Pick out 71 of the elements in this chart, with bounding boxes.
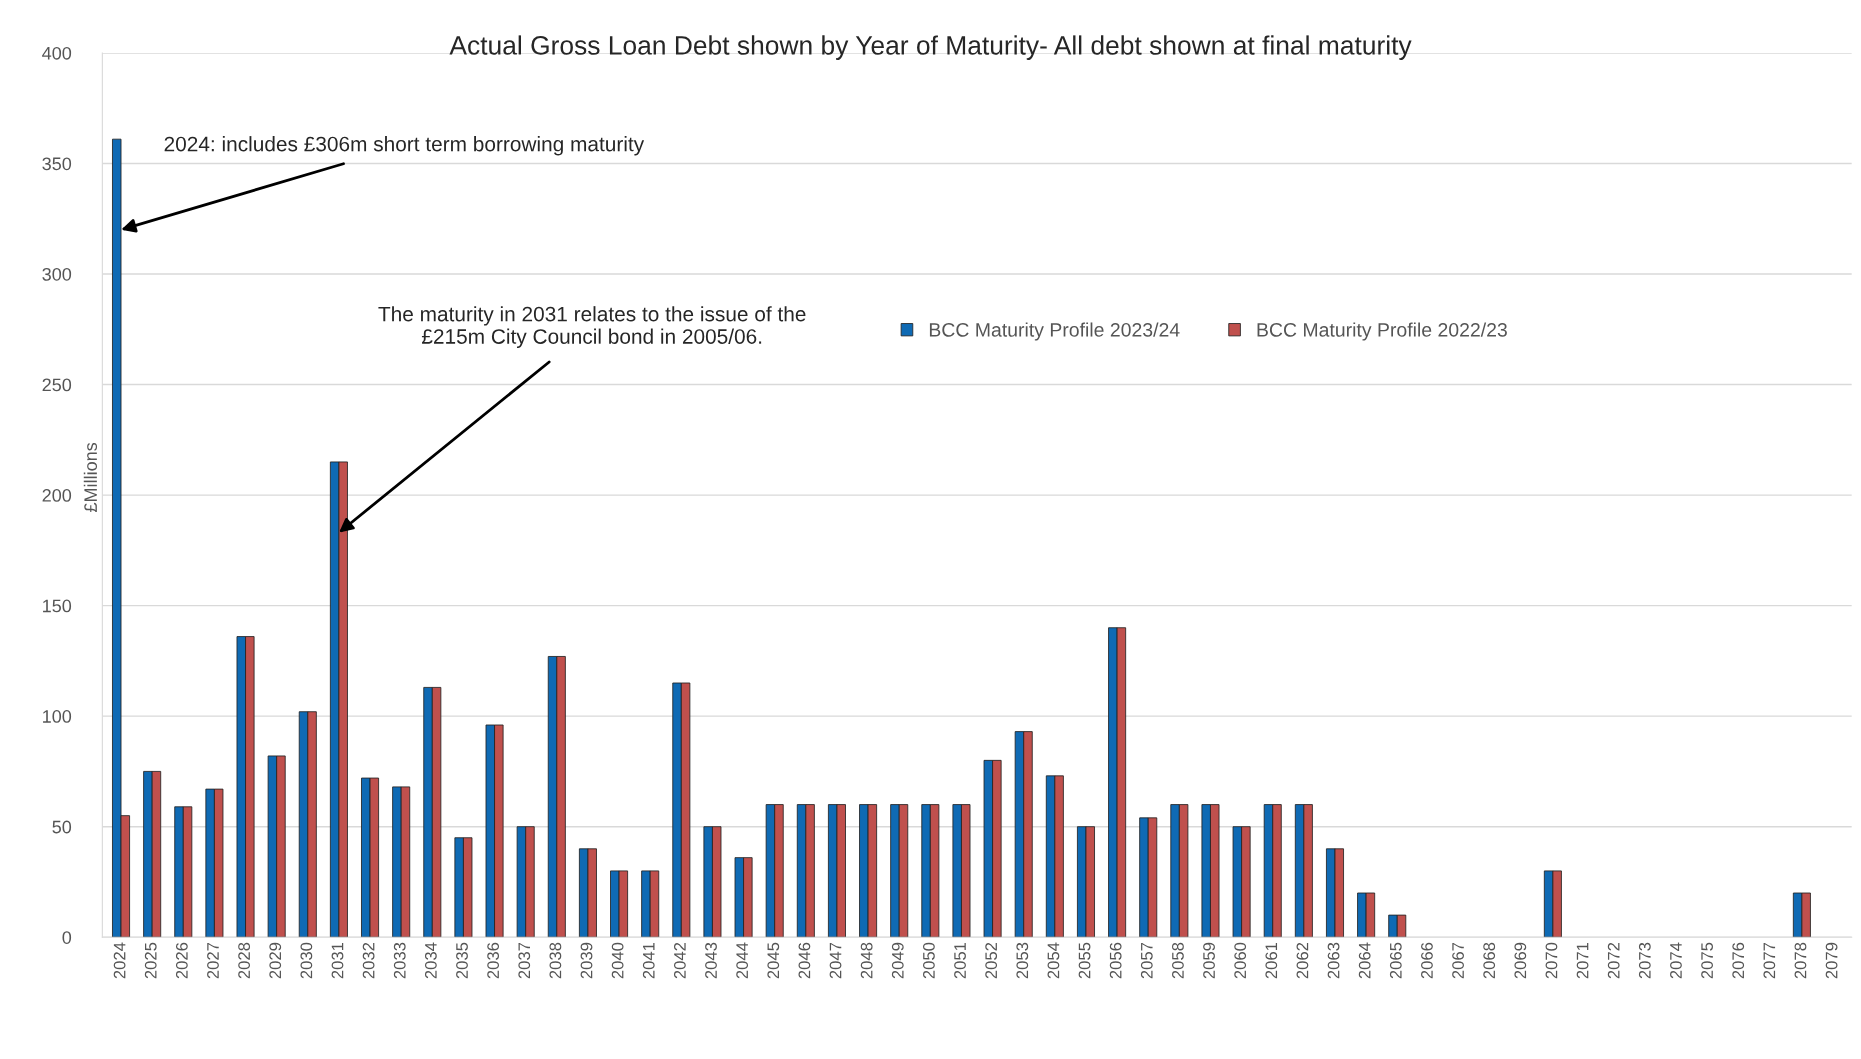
x-tick-label: 2045 <box>767 942 780 979</box>
x-tick-label: 2042 <box>673 942 686 979</box>
x-tick-label: 2065 <box>1389 942 1402 979</box>
x-tick-label: 2062 <box>1296 942 1309 979</box>
x-tick-label: 2051 <box>954 942 966 979</box>
x-tick-label: 2078 <box>1794 942 1807 979</box>
legend-label: BCC Maturity Profile 2023/24 <box>929 322 1180 341</box>
x-tick-label: 2035 <box>456 942 468 979</box>
y-tick-label: 0 <box>62 931 72 944</box>
x-tick-label: 2076 <box>1732 942 1745 979</box>
x-tick-label: 2027 <box>207 942 219 979</box>
x-tick-label: 2070 <box>1545 942 1558 979</box>
x-tick-label: 2024 <box>113 942 126 979</box>
x-tick-label: 2048 <box>860 942 873 979</box>
y-tick-label: 400 <box>42 46 72 60</box>
x-tick-label: 2047 <box>829 942 842 979</box>
x-tick-label: 2069 <box>1514 942 1527 979</box>
x-tick-label: 2056 <box>1109 942 1122 979</box>
annotation: The maturity in 2031 relates to the issue of the £215m City Council bond in 2005/06. <box>378 306 806 348</box>
x-tick-label: 2050 <box>923 942 935 979</box>
x-tick-label: 2072 <box>1607 942 1620 979</box>
x-tick-label: 2060 <box>1234 942 1247 979</box>
x-tick-label: 2075 <box>1701 942 1713 979</box>
x-tick-label: 2073 <box>1638 942 1651 979</box>
x-tick-label: 2038 <box>549 942 562 979</box>
legend-label: BCC Maturity Profile 2022/23 <box>1257 322 1507 341</box>
chart-title: Actual Gross Loan Debt shown by Year of Maturity- All debt shown at final maturity <box>449 35 1412 60</box>
x-tick-label: 2036 <box>487 942 500 979</box>
x-tick-label: 2054 <box>1047 942 1060 979</box>
y-tick-label: 300 <box>42 267 72 281</box>
x-tick-label: 2041 <box>642 942 655 979</box>
x-tick-label: 2067 <box>1452 942 1464 979</box>
x-tick-label: 2057 <box>1140 942 1153 979</box>
x-tick-label: 2029 <box>269 942 282 979</box>
x-tick-label: 2068 <box>1483 942 1496 979</box>
x-tick-label: 2032 <box>362 942 375 979</box>
x-tick-label: 2031 <box>331 942 344 979</box>
x-tick-label: 2039 <box>580 942 593 979</box>
x-tick-label: 2034 <box>424 942 437 979</box>
x-tick-label: 2079 <box>1825 942 1838 979</box>
y-tick-label: 250 <box>42 378 72 392</box>
x-tick-label: 2074 <box>1670 942 1682 979</box>
x-tick-label: 2059 <box>1203 942 1215 979</box>
x-tick-label: 2030 <box>300 942 313 979</box>
x-tick-label: 2040 <box>611 942 624 979</box>
x-tick-label: 2058 <box>1172 942 1184 979</box>
y-tick-label: 200 <box>42 489 72 502</box>
x-tick-label: 2025 <box>144 942 157 979</box>
annotation: 2024: includes £306m short term borrowing maturity <box>164 136 645 156</box>
x-tick-label: 2028 <box>238 942 251 979</box>
x-tick-label: 2063 <box>1327 942 1340 979</box>
x-tick-label: 2053 <box>1016 942 1029 979</box>
x-tick-label: 2066 <box>1421 942 1433 979</box>
y-tick-label: 350 <box>42 157 72 171</box>
x-tick-label: 2046 <box>798 942 811 979</box>
x-tick-label: 2071 <box>1576 942 1589 979</box>
x-tick-label: 2049 <box>891 942 904 979</box>
x-tick-label: 2064 <box>1358 942 1371 979</box>
x-tick-label: 2061 <box>1265 942 1278 979</box>
x-tick-label: 2055 <box>1078 942 1091 979</box>
y-tick-label: 150 <box>43 599 72 613</box>
x-tick-label: 2026 <box>175 942 188 979</box>
x-tick-label: 2052 <box>985 942 998 979</box>
x-tick-label: 2043 <box>705 942 717 979</box>
x-tick-label: 2044 <box>736 942 749 979</box>
x-tick-label: 2037 <box>518 942 531 979</box>
y-tick-label: 100 <box>43 710 72 723</box>
x-tick-label: 2077 <box>1763 942 1776 979</box>
x-tick-label: 2033 <box>393 942 406 979</box>
y-tick-label: 50 <box>52 820 72 834</box>
y-axis-title: £Millions <box>83 442 98 512</box>
